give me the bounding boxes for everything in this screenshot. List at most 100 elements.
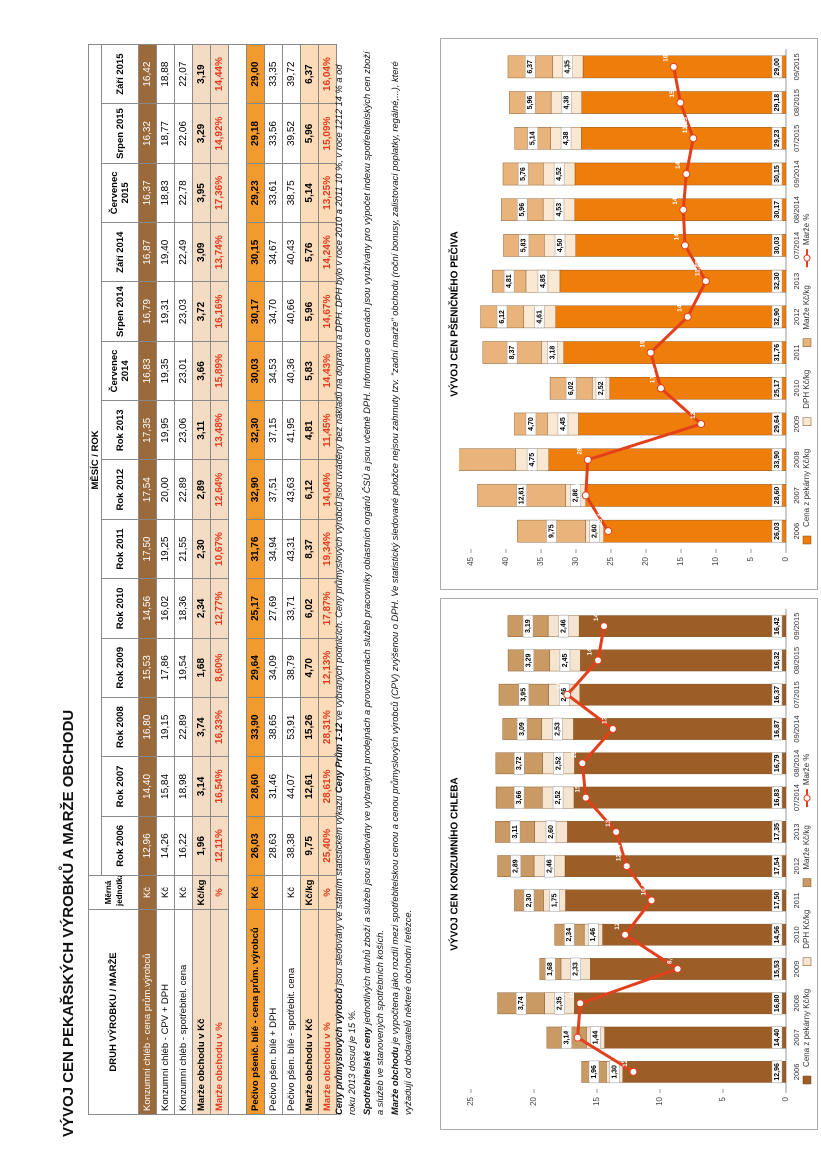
bar-segment bbox=[563, 341, 786, 364]
cell: 15,53 bbox=[138, 638, 157, 698]
bar-segment bbox=[574, 992, 786, 1015]
data-label: 1,44 bbox=[592, 1031, 599, 1045]
row-unit: Kč bbox=[138, 875, 157, 910]
cell: 3,19 bbox=[192, 44, 211, 104]
data-label: 1,30 bbox=[611, 1065, 618, 1079]
line-marker bbox=[646, 348, 655, 357]
cell: 28,63 bbox=[264, 816, 283, 876]
label-box bbox=[518, 683, 530, 706]
line-marker bbox=[656, 384, 665, 393]
cell: 27,69 bbox=[264, 578, 283, 639]
chart-bread: VÝVOJ CEN KONZUMNÍHO CHLEBA 0 5 10 15 20 25 200… bbox=[440, 598, 818, 1130]
data-label: 29,23 bbox=[774, 129, 781, 147]
bar-segment bbox=[609, 377, 786, 400]
x-tick-label: 07/2015 bbox=[792, 125, 801, 152]
bar-segment bbox=[555, 305, 786, 329]
x-tick-label: 09/2015 bbox=[792, 613, 801, 640]
row-unit bbox=[264, 875, 283, 910]
label-box bbox=[560, 127, 572, 150]
row-label: Marže obchodu v % bbox=[210, 909, 229, 1115]
cell: 38,65 bbox=[264, 697, 283, 757]
line-marker bbox=[612, 827, 621, 836]
line-marker bbox=[701, 277, 710, 286]
y-tick-label: 15 bbox=[676, 556, 685, 565]
data-label: 14,40 bbox=[774, 1029, 781, 1047]
cell: 18,77 bbox=[156, 103, 175, 164]
data-label: 32,90 bbox=[774, 308, 781, 326]
bar-segment bbox=[574, 752, 786, 775]
label-box bbox=[558, 614, 569, 638]
data-label: 32,30 bbox=[774, 272, 781, 290]
chart-title: VÝVOJ CEN PŠENIČNÉHO PEČIVA bbox=[448, 231, 461, 396]
row-label: Marže obchodu v Kč bbox=[300, 909, 319, 1115]
line-label: 28,61 bbox=[574, 474, 581, 491]
legend-swatch bbox=[802, 535, 812, 545]
cell: 19,15 bbox=[156, 697, 175, 757]
label-box bbox=[516, 484, 527, 507]
label-box bbox=[545, 820, 557, 844]
data-label: 30,03 bbox=[774, 237, 781, 255]
note-text: Marže obchodu bbox=[390, 1046, 400, 1115]
label-box bbox=[771, 820, 783, 844]
line-marker bbox=[604, 527, 613, 536]
label-box bbox=[553, 198, 565, 221]
x-tick-label: 2012 bbox=[792, 309, 801, 326]
separator bbox=[228, 44, 247, 1115]
cell: 3,11 bbox=[192, 400, 211, 460]
data-label: 26,03 bbox=[774, 522, 781, 540]
header-period: Rok 2009 bbox=[101, 638, 139, 698]
chart-title: VÝVOJ CEN KONZUMNÍHO CHLEBA bbox=[448, 777, 461, 950]
cell: 34,53 bbox=[264, 341, 283, 401]
label-box bbox=[771, 614, 783, 638]
y-tick-label: 15 bbox=[592, 1096, 601, 1105]
legend-label: Cena z pekárny Kč/kg bbox=[802, 989, 811, 1067]
data-label: 6,12 bbox=[499, 310, 506, 324]
x-tick-label: 09/2014 bbox=[792, 160, 801, 187]
data-label: 17,35 bbox=[774, 823, 781, 841]
notes: Ceny průmyslových výrobců jsou sledovány… bbox=[333, 45, 417, 1115]
cell: 23,03 bbox=[174, 281, 193, 342]
label-box bbox=[771, 55, 783, 79]
data-label: 3,14 bbox=[563, 1031, 570, 1045]
cell: 4,81 bbox=[300, 400, 319, 460]
line-label: 13,25 bbox=[682, 117, 689, 134]
line-label: 13,74 bbox=[602, 707, 609, 724]
x-tick-label: 08/2015 bbox=[792, 647, 801, 674]
line-label: 15,09 bbox=[669, 81, 676, 98]
cell: 16,54% bbox=[210, 756, 229, 817]
line-marker bbox=[647, 896, 656, 905]
header-period: Rok 2010 bbox=[101, 578, 139, 639]
cell: 19,25 bbox=[156, 519, 175, 579]
cell: 16,22 bbox=[174, 816, 193, 876]
cell: 5,83 bbox=[300, 341, 319, 401]
label-box bbox=[771, 923, 783, 946]
cell: 33,35 bbox=[264, 44, 283, 104]
data-label: 3,18 bbox=[549, 346, 556, 360]
cell: 17,54 bbox=[138, 459, 157, 520]
cell: 3,66 bbox=[192, 341, 211, 401]
data-label: 3,74 bbox=[518, 996, 525, 1010]
x-tick-label: 08/2015 bbox=[792, 89, 801, 116]
label-box bbox=[771, 1060, 783, 1084]
cell: 19,40 bbox=[156, 222, 175, 282]
cell: 31,76 bbox=[246, 519, 265, 579]
legend-label: DPH Kč/kg bbox=[802, 910, 811, 949]
label-box bbox=[518, 234, 530, 257]
x-tick-label: 2006 bbox=[792, 1064, 801, 1081]
label-box bbox=[771, 162, 783, 186]
line bbox=[565, 625, 682, 1074]
cell: 43,31 bbox=[282, 519, 301, 579]
cell: 22,07 bbox=[174, 44, 193, 104]
line-marker bbox=[573, 1033, 582, 1042]
line-marker bbox=[673, 965, 682, 973]
data-label: 16,83 bbox=[774, 789, 781, 807]
data-label: 4,75 bbox=[529, 453, 536, 467]
x-tick-label: 2009 bbox=[792, 416, 801, 433]
data-label: 16,42 bbox=[774, 617, 781, 635]
data-label: 2,60 bbox=[592, 524, 599, 538]
price-table: DRUH VÝROBKU / MARŽE Měrná jednotka MĚSÍC … bbox=[88, 44, 337, 1115]
line-label: 14,04 bbox=[676, 295, 683, 312]
label-box bbox=[771, 649, 783, 672]
x-tick-label: 2013 bbox=[792, 273, 801, 290]
y-tick-label: 45 bbox=[466, 556, 475, 565]
